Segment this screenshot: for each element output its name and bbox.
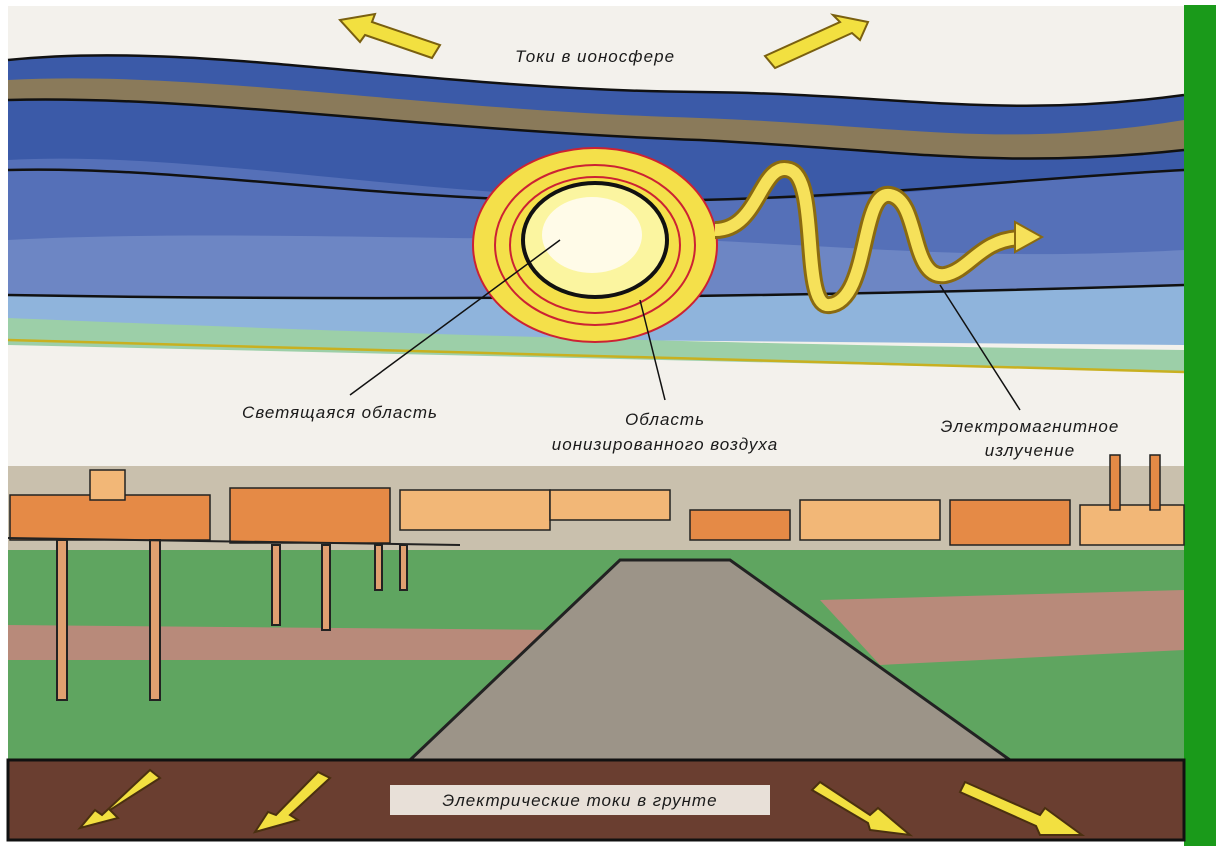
ionized-air-label: Область <box>625 410 705 429</box>
page: Токи в ионосфере Светящаяся область Обла… <box>0 0 1216 846</box>
green-strip <box>1184 5 1216 846</box>
ionized-air-label: ионизированного воздуха <box>552 435 778 454</box>
field-strip <box>8 625 560 660</box>
ground-currents-label: Электрические токи в грунте <box>442 791 717 810</box>
em-radiation-label: излучение <box>985 441 1075 460</box>
illustration: Токи в ионосфере Светящаяся область Обла… <box>0 0 1216 846</box>
ionosphere-label: Токи в ионосфере <box>515 47 675 66</box>
glow-core <box>542 197 642 273</box>
glowing-region-label: Светящаяся область <box>242 403 438 422</box>
em-radiation-label: Электромагнитное <box>941 417 1120 436</box>
